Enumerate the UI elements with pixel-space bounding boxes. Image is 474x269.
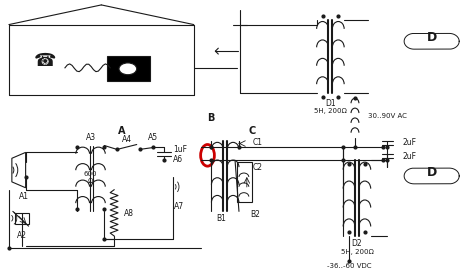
Text: -36..-60 VDC: -36..-60 VDC	[327, 263, 371, 269]
FancyBboxPatch shape	[107, 56, 149, 81]
Text: 5H, 200Ω: 5H, 200Ω	[314, 108, 347, 114]
Text: 30..90V AC: 30..90V AC	[368, 113, 407, 119]
Text: A7: A7	[174, 202, 184, 211]
Text: B2: B2	[250, 210, 260, 219]
Text: A5: A5	[148, 133, 158, 142]
Text: D1: D1	[325, 99, 336, 108]
Ellipse shape	[119, 63, 137, 75]
Text: A2: A2	[17, 231, 27, 240]
Text: A6: A6	[173, 155, 183, 164]
Bar	[15, 213, 28, 224]
Text: A3: A3	[85, 133, 96, 142]
Text: A1: A1	[18, 192, 28, 201]
Text: 2uF: 2uF	[402, 138, 416, 147]
Text: A: A	[118, 126, 126, 136]
Text: 600
Ω: 600 Ω	[84, 171, 97, 185]
Bar	[237, 162, 252, 201]
Text: D: D	[427, 31, 437, 44]
Text: B1: B1	[216, 214, 226, 223]
Text: C: C	[248, 126, 255, 136]
Text: ☎: ☎	[34, 52, 56, 70]
Text: D: D	[427, 165, 437, 179]
Text: A4: A4	[122, 135, 132, 144]
Text: 1uF: 1uF	[173, 145, 187, 154]
Text: C1: C1	[253, 138, 263, 147]
Text: 5H, 200Ω: 5H, 200Ω	[340, 249, 374, 255]
Text: 2uF: 2uF	[402, 152, 416, 161]
Text: C2: C2	[253, 163, 263, 172]
Text: D2: D2	[352, 239, 362, 248]
Text: B: B	[207, 113, 214, 123]
Text: A8: A8	[124, 209, 134, 218]
